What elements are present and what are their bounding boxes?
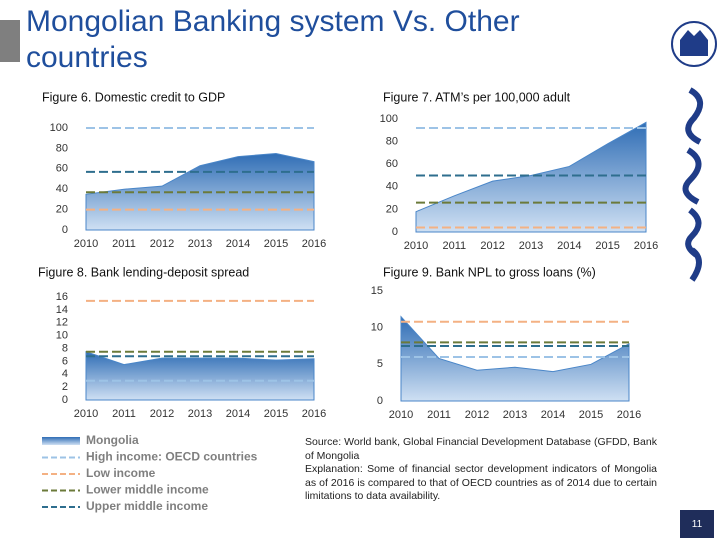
slide-title: Mongolian Banking system Vs. Other count… bbox=[26, 5, 520, 74]
area bbox=[85, 351, 315, 401]
chart-title: Figure 8. Bank lending-deposit spread bbox=[38, 265, 249, 279]
title-accent bbox=[0, 20, 20, 62]
script-ornament bbox=[682, 87, 703, 282]
x-tick-label: 2015 bbox=[579, 409, 603, 421]
x-tick-label: 2010 bbox=[404, 240, 428, 252]
y-tick-label: 10 bbox=[56, 330, 68, 342]
y-tick-label: 40 bbox=[386, 181, 398, 193]
x-tick-label: 2011 bbox=[443, 240, 467, 252]
y-tick-label: 80 bbox=[56, 142, 68, 154]
y-tick-label: 2 bbox=[62, 381, 68, 393]
y-tick-label: 100 bbox=[50, 122, 68, 134]
x-tick-label: 2013 bbox=[188, 408, 212, 420]
source-line: Source: World bank, Global Financial Dev… bbox=[305, 436, 657, 462]
y-tick-label: 6 bbox=[62, 355, 68, 367]
y-tick-label: 8 bbox=[62, 342, 68, 354]
x-tick-label: 2013 bbox=[188, 238, 212, 250]
x-tick-label: 2010 bbox=[74, 408, 98, 420]
y-tick-label: 20 bbox=[386, 203, 398, 215]
x-tick-label: 2012 bbox=[480, 240, 504, 252]
x-tick-label: 2014 bbox=[541, 409, 565, 421]
explanation-line: Explanation: Some of financial sector de… bbox=[305, 463, 657, 502]
area bbox=[415, 121, 647, 233]
legend-label: Lower middle income bbox=[86, 483, 209, 497]
y-tick-label: 60 bbox=[386, 158, 398, 170]
x-tick-label: 2016 bbox=[634, 240, 658, 252]
x-tick-label: 2011 bbox=[112, 238, 136, 250]
y-tick-label: 0 bbox=[62, 394, 68, 406]
x-tick-label: 2014 bbox=[557, 240, 581, 252]
y-tick-label: 40 bbox=[56, 183, 68, 195]
y-tick-label: 0 bbox=[377, 395, 383, 407]
x-tick-label: 2010 bbox=[74, 238, 98, 250]
x-tick-label: 2012 bbox=[150, 238, 174, 250]
legend-label: Upper middle income bbox=[86, 499, 208, 513]
x-tick-label: 2016 bbox=[302, 238, 326, 250]
legend-swatch bbox=[42, 437, 80, 445]
x-tick-label: 2014 bbox=[226, 238, 250, 250]
y-tick-label: 20 bbox=[56, 204, 68, 216]
legend-label: Mongolia bbox=[86, 433, 139, 447]
x-tick-label: 2013 bbox=[519, 240, 543, 252]
legend-label: High income: OECD countries bbox=[86, 450, 258, 464]
x-tick-label: 2013 bbox=[503, 409, 527, 421]
x-tick-label: 2016 bbox=[302, 408, 326, 420]
source-note: Source: World bank, Global Financial Dev… bbox=[305, 436, 657, 504]
y-tick-label: 4 bbox=[62, 368, 68, 380]
legend-label: Low income bbox=[86, 466, 156, 480]
chart-title: Figure 9. Bank NPL to gross loans (%) bbox=[383, 265, 596, 279]
x-tick-label: 2014 bbox=[226, 408, 250, 420]
y-tick-label: 60 bbox=[56, 163, 68, 175]
y-tick-label: 100 bbox=[380, 113, 398, 125]
logo bbox=[671, 21, 717, 67]
y-tick-label: 14 bbox=[56, 304, 68, 316]
x-tick-label: 2016 bbox=[617, 409, 641, 421]
area bbox=[400, 315, 630, 402]
y-tick-label: 10 bbox=[371, 322, 383, 334]
x-tick-label: 2012 bbox=[465, 409, 489, 421]
page-number: 11 bbox=[680, 510, 714, 538]
y-tick-label: 0 bbox=[62, 224, 68, 236]
y-tick-label: 16 bbox=[56, 291, 68, 303]
x-tick-label: 2010 bbox=[389, 409, 413, 421]
y-tick-label: 0 bbox=[392, 226, 398, 238]
y-tick-label: 80 bbox=[386, 136, 398, 148]
x-tick-label: 2012 bbox=[150, 408, 174, 420]
y-tick-label: 12 bbox=[56, 317, 68, 329]
x-tick-label: 2015 bbox=[595, 240, 619, 252]
chart-title: Figure 7. ATM’s per 100,000 adult bbox=[383, 90, 571, 104]
y-tick-label: 15 bbox=[371, 285, 383, 297]
x-tick-label: 2011 bbox=[427, 409, 451, 421]
x-tick-label: 2011 bbox=[112, 408, 136, 420]
chart-title: Figure 6. Domestic credit to GDP bbox=[42, 90, 225, 104]
x-tick-label: 2015 bbox=[264, 238, 288, 250]
x-tick-label: 2015 bbox=[264, 408, 288, 420]
y-tick-label: 5 bbox=[377, 358, 383, 370]
